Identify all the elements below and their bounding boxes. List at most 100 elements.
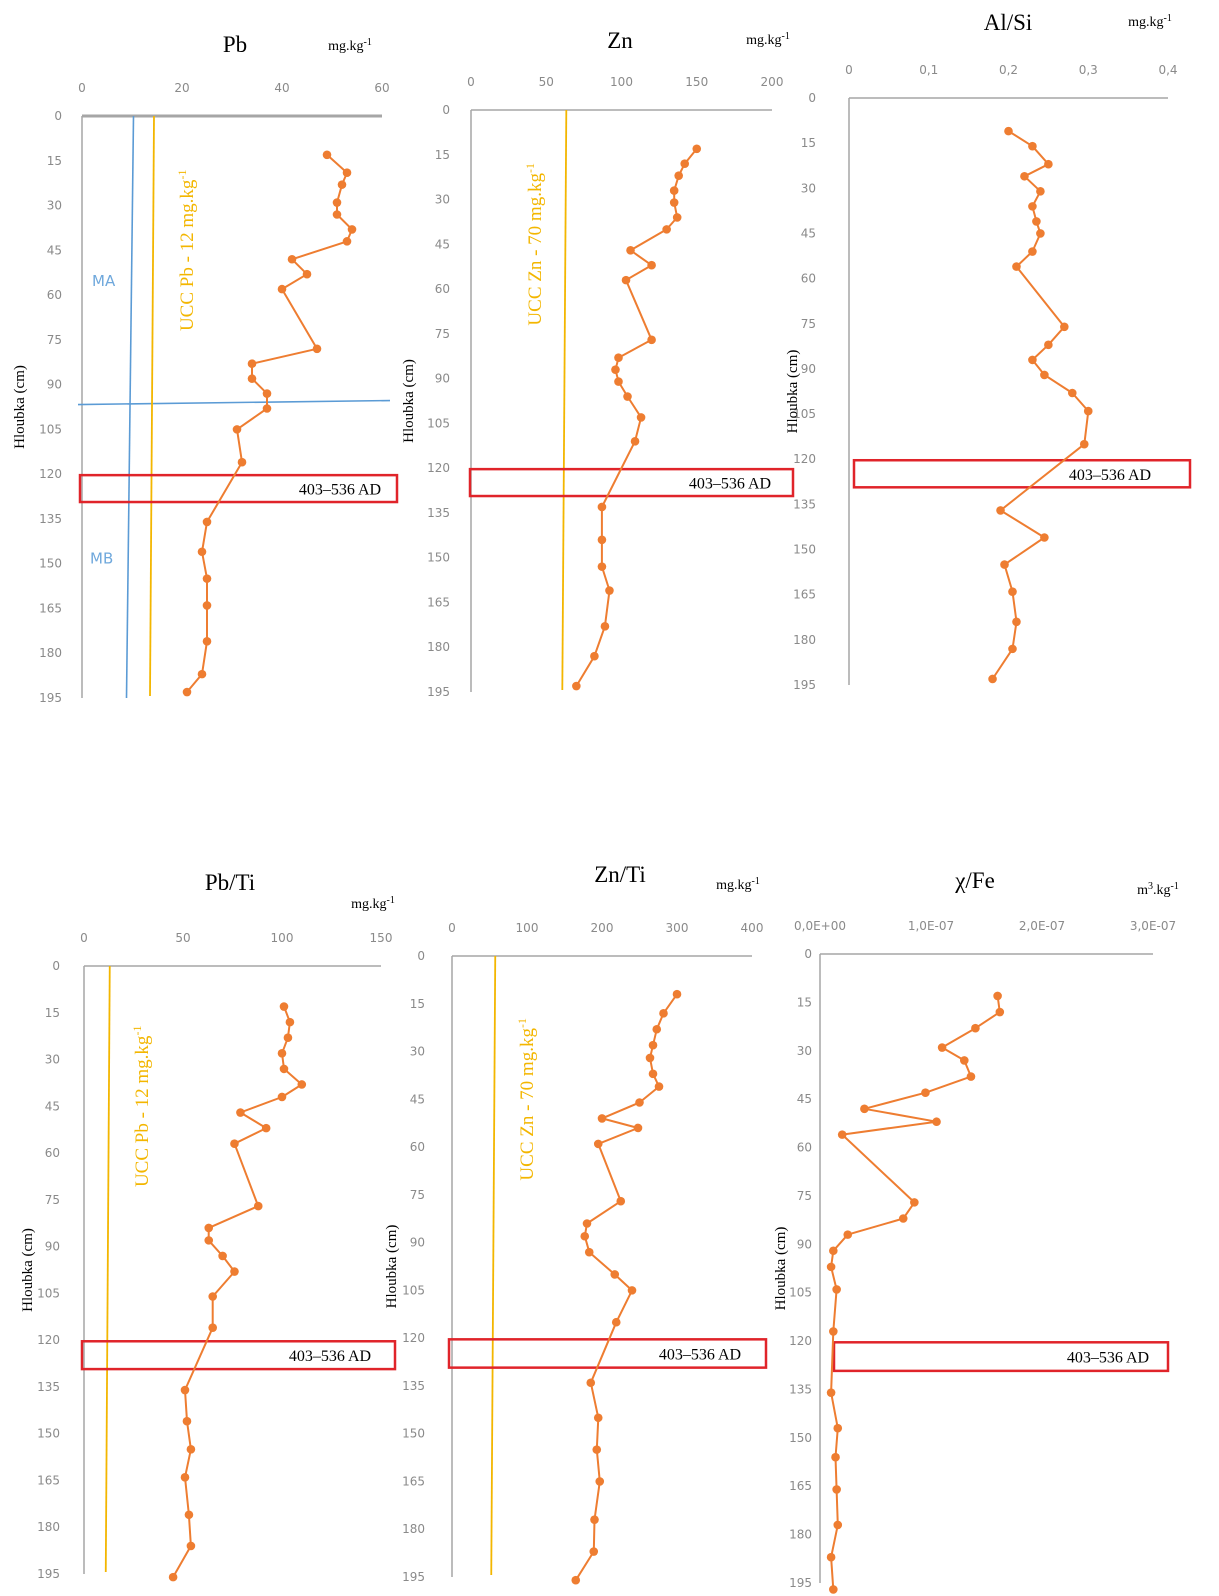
- data-point: [826, 1262, 836, 1272]
- y-tick-label: 0: [442, 103, 450, 117]
- chart-title: Al/Si: [984, 10, 1033, 35]
- data-point: [971, 1023, 980, 1033]
- y-tick-label: 0: [417, 949, 425, 963]
- y-axis-label: Hloubka (cm): [20, 1228, 36, 1312]
- data-point: [1036, 187, 1045, 196]
- y-tick-label: 165: [789, 1479, 812, 1493]
- y-tick-label: 135: [37, 1380, 60, 1394]
- x-tick-label: 0,2: [999, 63, 1018, 77]
- data-point: [1000, 560, 1009, 569]
- data-point: [996, 506, 1005, 515]
- y-tick-label: 120: [39, 467, 62, 481]
- y-tick-label: 30: [45, 1053, 60, 1067]
- y-tick-label: 105: [427, 416, 450, 430]
- data-point: [610, 1270, 620, 1279]
- data-point: [1012, 262, 1021, 271]
- data-point: [669, 186, 679, 195]
- data-point: [262, 389, 272, 398]
- data-point: [287, 254, 297, 264]
- y-tick-label: 150: [427, 551, 450, 565]
- y-tick-label: 165: [402, 1474, 425, 1488]
- unit-label: mg.kg-1: [716, 876, 760, 894]
- data-point: [180, 1385, 190, 1395]
- y-tick-label: 0: [52, 959, 60, 973]
- x-tick-label: 3,0E-07: [1130, 919, 1176, 933]
- data-point: [182, 1416, 192, 1426]
- x-tick-label: 400: [741, 921, 764, 935]
- data-point: [580, 1231, 590, 1241]
- y-tick-label: 180: [789, 1528, 812, 1542]
- data-point: [322, 150, 332, 160]
- data-point: [1008, 644, 1017, 654]
- x-tick-label: 200: [591, 921, 614, 935]
- data-point: [230, 1139, 239, 1149]
- data-point: [208, 1292, 217, 1301]
- y-tick-label: 135: [427, 506, 450, 520]
- data-point: [202, 574, 212, 583]
- ucc-reference-line: [149, 115, 155, 697]
- y-tick-label: 105: [793, 407, 816, 421]
- data-point: [988, 674, 997, 684]
- chart-title: Zn/Ti: [594, 862, 646, 887]
- data-point: [342, 168, 352, 178]
- data-point: [1079, 439, 1089, 449]
- y-tick-label: 45: [435, 237, 450, 251]
- y-tick-label: 105: [39, 422, 62, 436]
- data-point: [1028, 355, 1037, 365]
- y-tick-label: 165: [793, 588, 816, 602]
- data-point: [571, 1575, 581, 1585]
- y-tick-label: 0: [804, 947, 812, 961]
- y-tick-label: 0: [54, 109, 62, 123]
- x-tick-label: 20: [174, 81, 189, 95]
- data-point: [621, 275, 631, 285]
- event-box: [832, 1341, 1170, 1373]
- y-tick-label: 120: [402, 1331, 425, 1345]
- data-point: [285, 1017, 295, 1027]
- y-tick-label: 30: [410, 1045, 425, 1059]
- data-point: [652, 1024, 662, 1034]
- x-tick-label: 0: [467, 75, 475, 89]
- event-label: 403–536 AD: [1067, 1350, 1149, 1367]
- data-point: [614, 377, 623, 386]
- data-point: [669, 198, 679, 207]
- data-point: [995, 1007, 1005, 1017]
- chart-title: Pb: [223, 32, 247, 57]
- chart-pbti: Pb/Ti mg.kg-1 0 50 100 150 0 15 30 45 60 75 90 105 120…: [20, 870, 397, 1582]
- data-point: [960, 1056, 969, 1065]
- data-point: [584, 1247, 594, 1257]
- data-point: [626, 245, 635, 255]
- x-tick-label: 40: [274, 81, 289, 95]
- data-point: [337, 180, 347, 189]
- data-point: [654, 1082, 664, 1091]
- y-tick-label: 105: [37, 1286, 60, 1300]
- data-point: [332, 198, 342, 207]
- data-point: [633, 1123, 643, 1133]
- x-tick-label: 0: [845, 63, 853, 77]
- data-point: [572, 681, 581, 691]
- data-point: [1008, 587, 1017, 596]
- y-tick-label: 45: [801, 226, 816, 240]
- y-tick-label: 45: [797, 1092, 812, 1106]
- data-point: [182, 687, 192, 697]
- zone-boundary-horizontal: [77, 399, 391, 406]
- ucc-reference-line: [490, 955, 497, 1576]
- data-point: [332, 210, 342, 219]
- data-point: [826, 1552, 836, 1562]
- data-point: [860, 1104, 869, 1114]
- y-tick-label: 150: [37, 1427, 60, 1441]
- y-tick-label: 90: [435, 372, 450, 386]
- y-tick-label: 75: [47, 333, 62, 347]
- data-point: [937, 1043, 947, 1052]
- event-label: 403–536 AD: [659, 1346, 741, 1363]
- y-tick-label: 30: [47, 199, 62, 213]
- ucc-reference-line: [561, 109, 568, 691]
- event-label: 403–536 AD: [289, 1348, 371, 1365]
- x-tick-label: 0: [78, 81, 86, 95]
- y-tick-label: 45: [410, 1092, 425, 1106]
- data-point: [237, 457, 247, 467]
- data-point: [595, 1477, 605, 1486]
- data-point: [1044, 340, 1053, 350]
- data-point: [1040, 370, 1049, 380]
- data-point: [833, 1520, 843, 1530]
- data-point: [593, 1139, 603, 1149]
